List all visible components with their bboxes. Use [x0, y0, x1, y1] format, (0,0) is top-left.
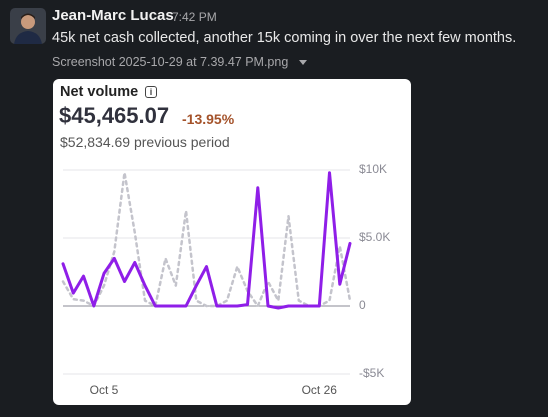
timestamp[interactable]: 7:42 PM [172, 10, 217, 24]
filename[interactable]: Screenshot 2025-10-29 at 7.39.47 PM.png [52, 55, 289, 69]
y-tick-label: -$5K [359, 366, 384, 380]
line-series [61, 171, 352, 310]
chart-title: Net volume [60, 84, 139, 100]
amount: $45,465.07 [59, 103, 170, 128]
dropdown-icon[interactable] [298, 58, 308, 66]
x-tick-label: Oct 5 [90, 383, 119, 397]
line-series [61, 171, 352, 308]
info-icon: i [145, 86, 157, 98]
chart: $10K $5.0K 0 -$5K Oct 5 Oct 26 [61, 162, 390, 397]
image-card[interactable]: Net volume i $45,465.07 -13.95% $52,834.… [53, 79, 411, 405]
avatar[interactable] [10, 8, 46, 44]
change: -13.95% [182, 111, 235, 127]
y-tick-label: $10K [359, 162, 387, 176]
y-tick-label: 0 [359, 298, 366, 312]
comparison: $52,834.69 previous period [60, 134, 230, 150]
y-tick-label: $5.0K [359, 230, 390, 244]
author[interactable]: Jean-Marc Lucas [52, 7, 174, 24]
x-tick-label: Oct 26 [302, 383, 338, 397]
attachment-name[interactable]: Screenshot 2025-10-29 at 7.39.47 PM.png [52, 55, 308, 69]
message-text: 45k net cash collected, another 15k comi… [52, 30, 517, 46]
